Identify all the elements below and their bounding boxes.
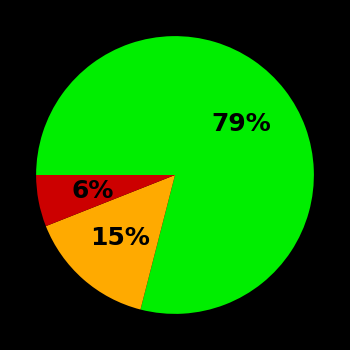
Text: 79%: 79%: [211, 112, 271, 136]
Wedge shape: [36, 175, 175, 226]
Text: 6%: 6%: [72, 178, 114, 203]
Text: 15%: 15%: [90, 225, 150, 250]
Wedge shape: [36, 36, 314, 314]
Wedge shape: [46, 175, 175, 309]
